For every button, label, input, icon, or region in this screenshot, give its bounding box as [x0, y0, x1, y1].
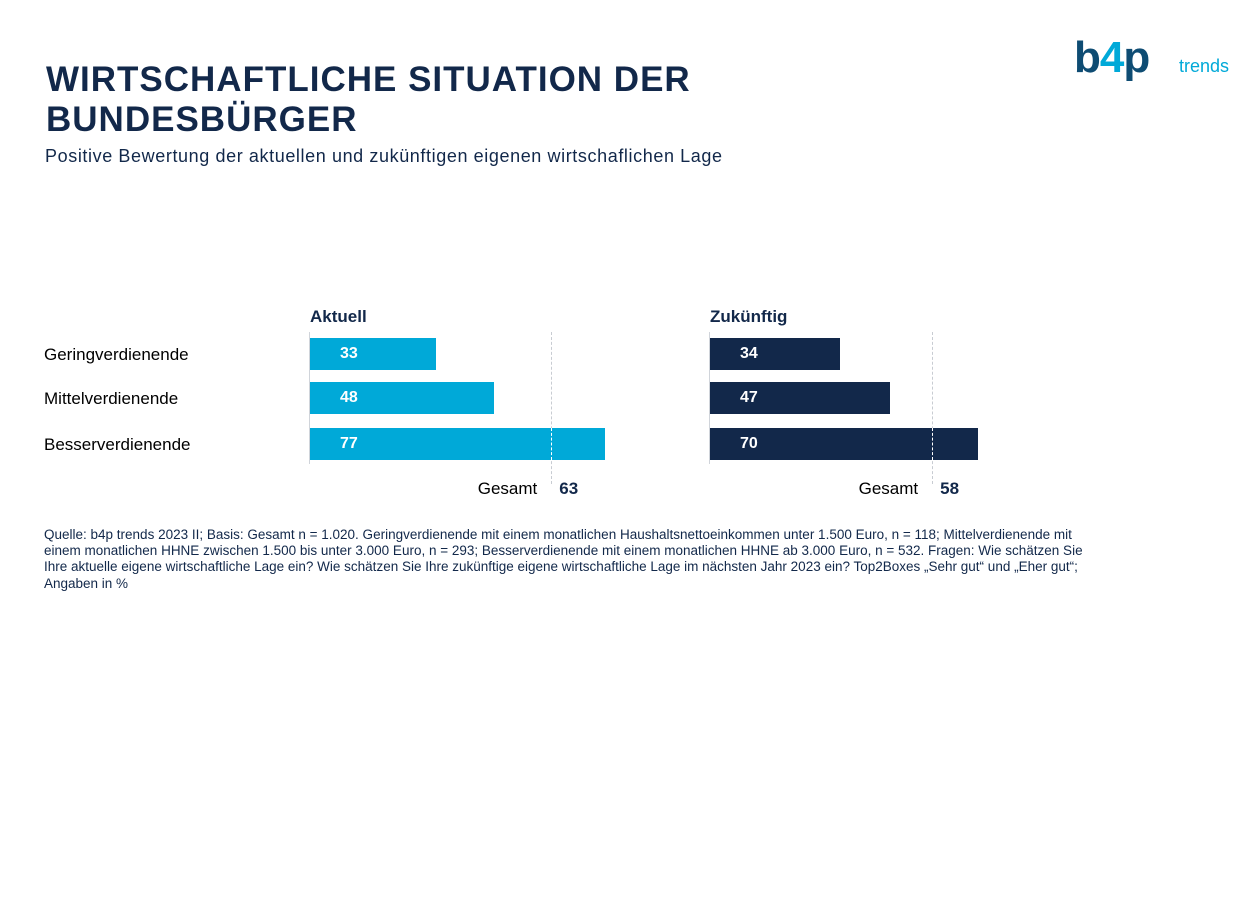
reference-line	[932, 332, 934, 484]
bar: 33	[310, 338, 437, 370]
total-label: Gesamt	[858, 479, 919, 498]
reference-line	[551, 332, 553, 484]
logo-b: b	[1074, 33, 1101, 82]
source-footnote: Quelle: b4p trends 2023 II; Basis: Gesam…	[44, 527, 1083, 591]
reference-line-on-bar	[932, 428, 934, 460]
chart-subtitle: Positive Bewertung der aktuellen und zuk…	[45, 146, 723, 166]
panel-title-0: Aktuell	[310, 307, 367, 326]
category-label: Besserverdienende	[44, 435, 191, 454]
bar-value-label: 33	[340, 345, 358, 362]
axis-baseline	[709, 332, 710, 464]
bar-value-label: 34	[740, 345, 758, 362]
category-label: Mittelverdienende	[44, 389, 179, 408]
total-label: Gesamt	[477, 479, 538, 498]
axis-baseline	[309, 332, 310, 464]
total-value: 58	[940, 479, 960, 498]
reference-line-on-bar	[551, 428, 553, 460]
bar: 48	[310, 382, 494, 414]
bar: 77	[310, 428, 605, 460]
bar-value-label: 47	[740, 389, 758, 406]
bar: 34	[710, 338, 841, 370]
bar-value-label: 77	[340, 435, 358, 452]
logo-p: p	[1123, 33, 1150, 82]
logo-4: 4	[1099, 33, 1125, 82]
total-value: 63	[559, 479, 579, 498]
category-label: Geringverdienende	[44, 345, 189, 364]
b4p-trends-logo: b4p trends	[1074, 32, 1244, 88]
bar-value-label: 70	[740, 435, 758, 452]
logo-trends: trends	[1179, 56, 1230, 76]
chart-title: WIRTSCHAFTLICHE SITUATION DER BUNDESBÜRG…	[46, 60, 691, 139]
logo-wordmark: b4p	[1074, 32, 1150, 84]
panel-title-1: Zukünftig	[710, 307, 788, 326]
bar: 47	[710, 382, 890, 414]
bar-value-label: 48	[340, 389, 358, 406]
bar: 70	[710, 428, 979, 460]
